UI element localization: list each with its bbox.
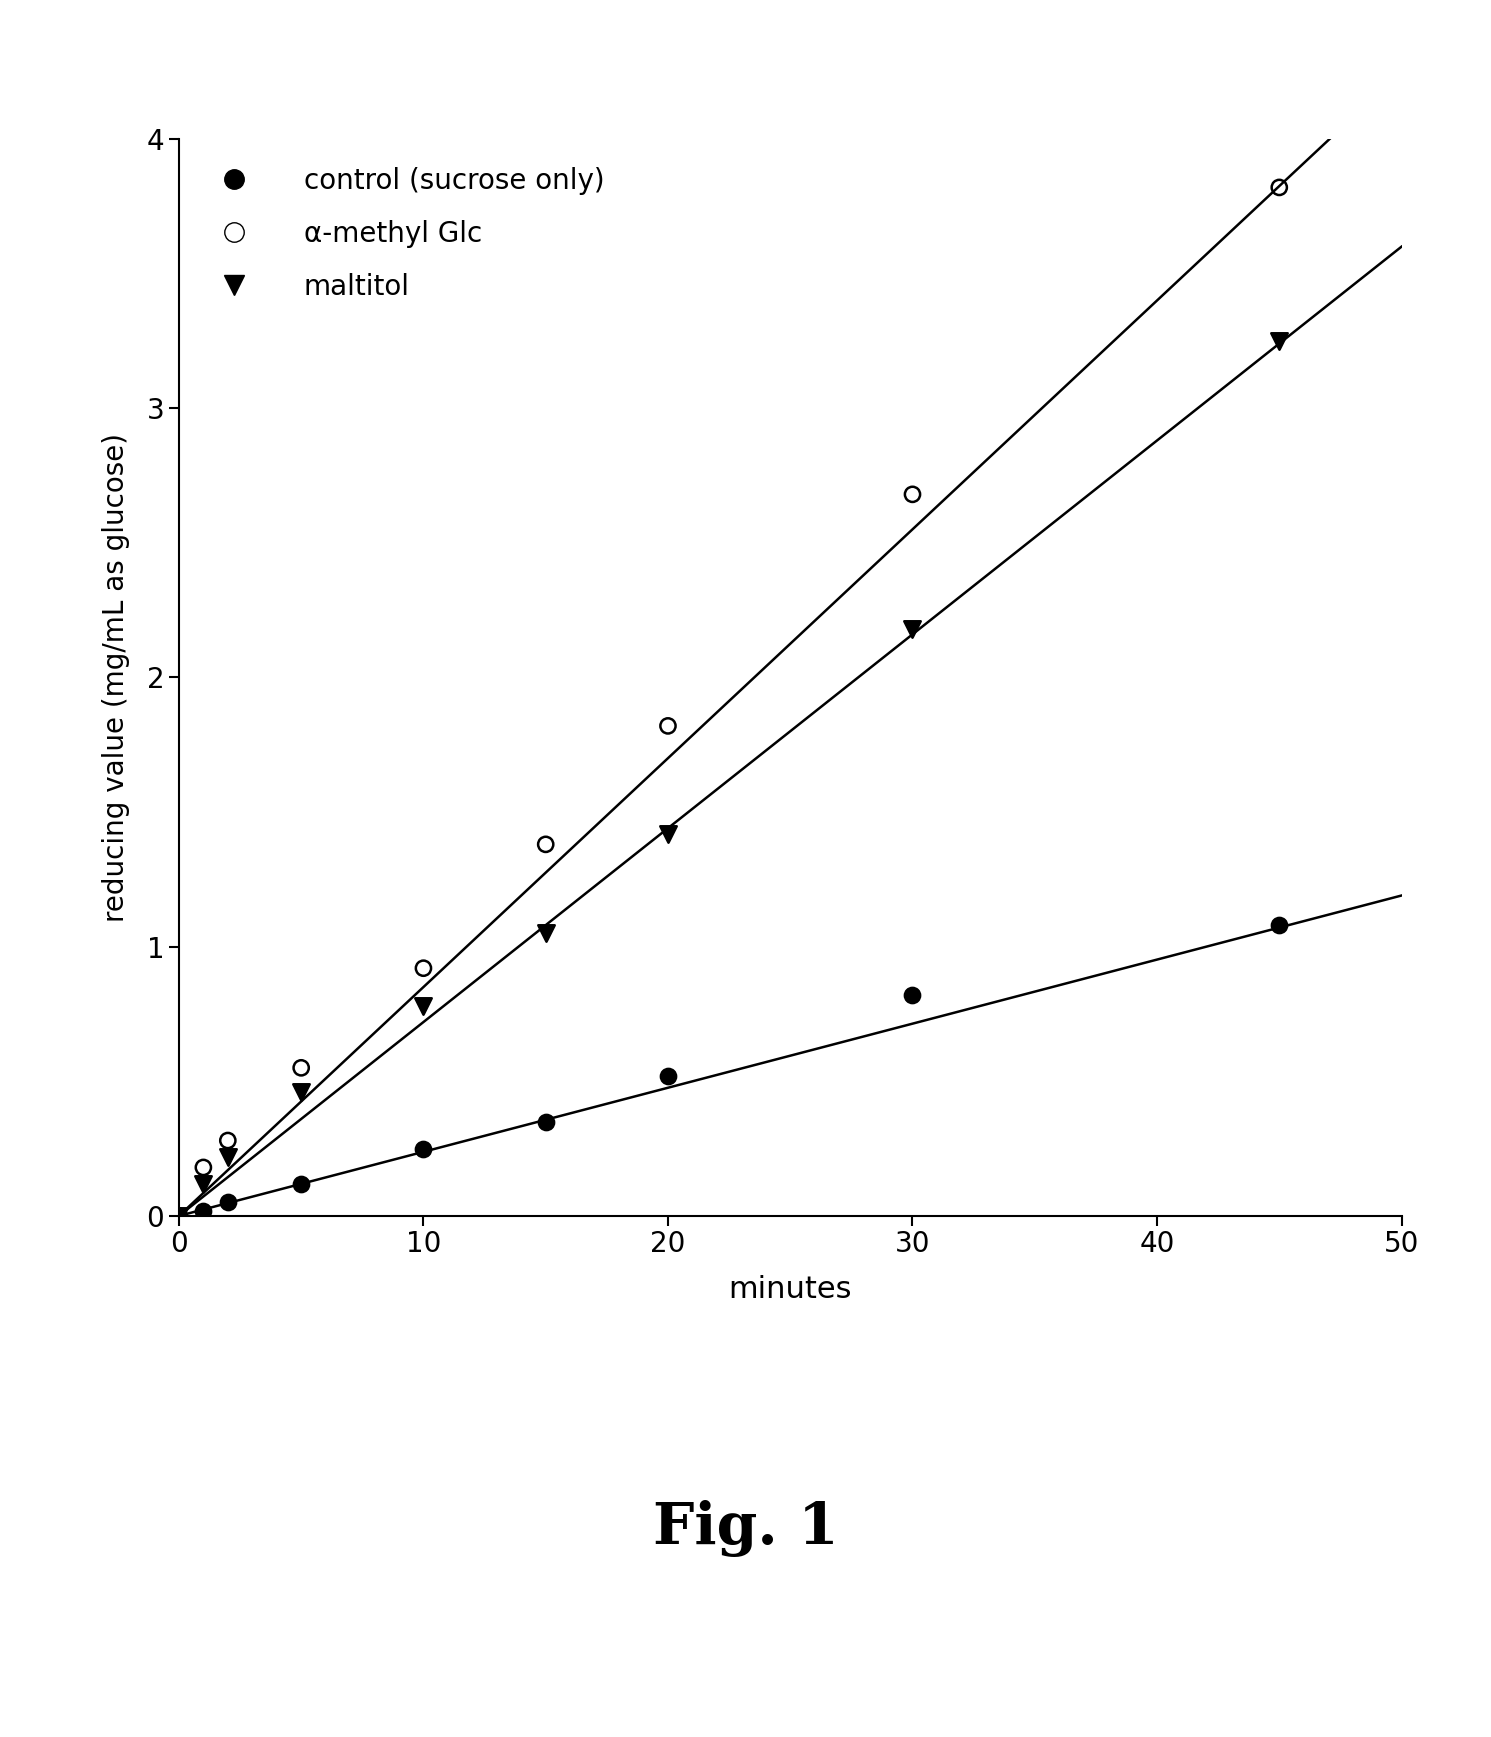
Point	[1267, 912, 1291, 940]
Point	[289, 1079, 313, 1106]
Point	[412, 992, 435, 1020]
Y-axis label: reducing value (mg/mL as glucose): reducing value (mg/mL as glucose)	[101, 433, 130, 922]
Point	[167, 1202, 191, 1230]
Point	[191, 1153, 215, 1181]
Point	[534, 830, 558, 858]
Point	[534, 1108, 558, 1136]
Point	[901, 981, 924, 1009]
Point	[167, 1202, 191, 1230]
Point	[216, 1188, 240, 1216]
Point	[656, 820, 680, 848]
Point	[1267, 327, 1291, 354]
Point	[656, 1061, 680, 1089]
Point	[289, 1169, 313, 1197]
Point	[534, 919, 558, 947]
Point	[191, 1169, 215, 1197]
Point	[167, 1202, 191, 1230]
Point	[656, 712, 680, 740]
Point	[1267, 174, 1291, 201]
Point	[412, 1134, 435, 1162]
Point	[901, 481, 924, 509]
Point	[412, 954, 435, 981]
Point	[191, 1197, 215, 1225]
Point	[289, 1054, 313, 1082]
Point	[901, 615, 924, 643]
Point	[216, 1143, 240, 1171]
Legend: control (sucrose only), α-methyl Glc, maltitol: control (sucrose only), α-methyl Glc, ma…	[192, 153, 619, 314]
Point	[216, 1127, 240, 1155]
X-axis label: minutes: minutes	[729, 1275, 851, 1304]
Text: Fig. 1: Fig. 1	[653, 1501, 838, 1556]
